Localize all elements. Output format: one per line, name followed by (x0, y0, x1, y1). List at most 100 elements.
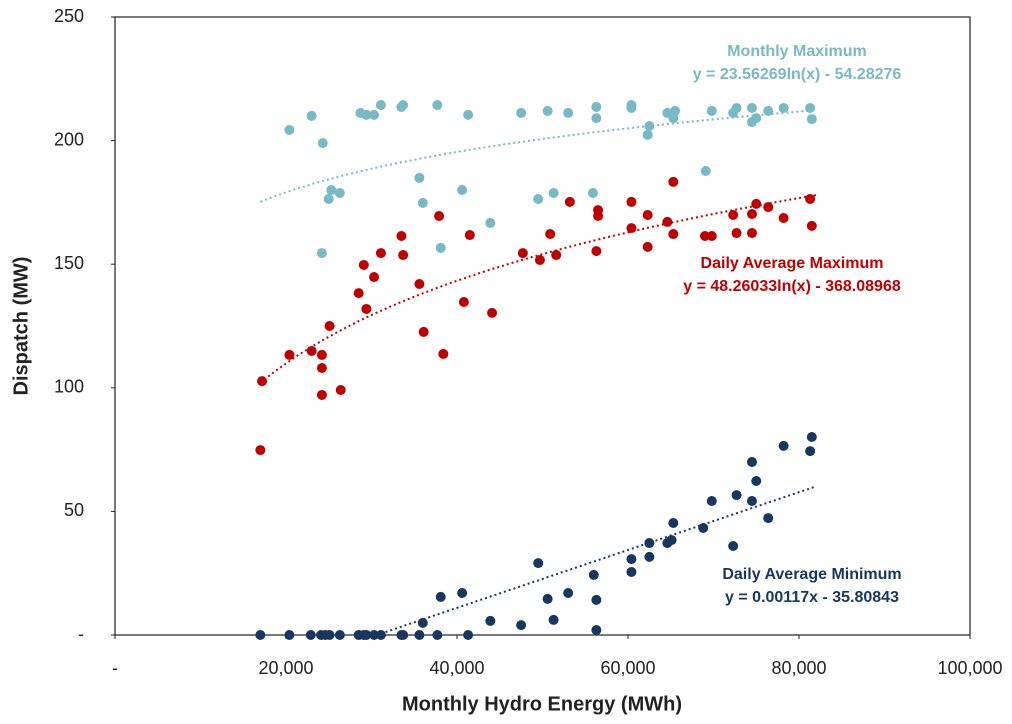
point (746, 209, 757, 220)
point (335, 385, 346, 396)
point (324, 321, 335, 331)
point (731, 490, 742, 501)
point (458, 297, 469, 308)
point (284, 349, 295, 360)
point (255, 445, 266, 456)
point (398, 250, 409, 261)
point (698, 522, 709, 533)
point (548, 614, 559, 625)
trendline (380, 485, 817, 635)
point (763, 513, 774, 524)
point (587, 188, 598, 199)
trendline-equation: y = 0.00117x - 35.80843 (725, 589, 899, 606)
point (326, 185, 337, 196)
point (670, 105, 681, 116)
point (435, 242, 446, 253)
x-tick-label: 20,000 (258, 658, 313, 678)
point (644, 538, 655, 549)
point (593, 210, 604, 221)
point (731, 228, 742, 239)
point (316, 248, 327, 259)
point (706, 231, 717, 242)
point (396, 231, 407, 242)
point (699, 231, 710, 242)
point (334, 188, 345, 199)
point (533, 193, 544, 204)
point (516, 620, 527, 631)
x-axis-title: Monthly Hydro Energy (MWh) (402, 693, 682, 715)
point (668, 229, 679, 240)
point (463, 630, 474, 640)
point (375, 100, 386, 111)
point (306, 110, 317, 121)
y-tick-label: 150 (54, 253, 84, 273)
point (668, 518, 679, 529)
point (361, 109, 372, 120)
point (588, 569, 599, 580)
point (414, 278, 425, 289)
point (591, 246, 602, 257)
point (398, 630, 409, 640)
point (642, 129, 653, 140)
point (778, 440, 789, 451)
point (746, 102, 757, 113)
point (666, 535, 677, 546)
point (626, 196, 637, 207)
point (548, 188, 559, 199)
point (746, 228, 757, 239)
point (517, 248, 528, 259)
point (485, 615, 496, 626)
trendline (260, 109, 817, 203)
point (417, 197, 428, 208)
point (751, 198, 762, 209)
point (806, 220, 817, 231)
point (706, 496, 717, 507)
point (746, 456, 757, 467)
point (316, 363, 327, 374)
point (457, 185, 468, 196)
point (642, 210, 653, 221)
point (731, 102, 742, 113)
series-label: Daily Average Minimum (722, 566, 901, 583)
point (626, 554, 637, 565)
point (806, 431, 817, 442)
point (662, 216, 673, 227)
point (369, 109, 380, 120)
point (464, 230, 475, 241)
point (457, 587, 468, 598)
point (746, 496, 757, 507)
x-tick-label: 80,000 (771, 658, 826, 678)
point (317, 138, 328, 149)
point (316, 349, 327, 360)
point (591, 594, 602, 605)
point (305, 630, 316, 640)
point (323, 193, 334, 204)
y-tick-label: 100 (54, 377, 84, 397)
point (369, 630, 380, 640)
point (642, 241, 653, 252)
point (545, 229, 556, 240)
x-tick-label: 100,000 (937, 658, 1002, 678)
point (591, 101, 602, 112)
point (534, 254, 545, 265)
point (626, 566, 637, 577)
point (751, 475, 762, 486)
point (316, 389, 327, 400)
point (375, 248, 386, 259)
point (706, 105, 717, 116)
point (257, 376, 268, 387)
y-tick-label: 200 (54, 129, 84, 149)
point (516, 107, 527, 118)
point (487, 307, 498, 318)
point (542, 593, 553, 604)
point (375, 630, 386, 640)
point (563, 587, 574, 598)
point (805, 193, 816, 204)
point (361, 303, 372, 314)
point (728, 210, 739, 221)
x-tick-label: 60,000 (600, 658, 655, 678)
point (700, 166, 711, 177)
point (361, 630, 372, 640)
point (284, 630, 295, 640)
point (806, 114, 817, 125)
